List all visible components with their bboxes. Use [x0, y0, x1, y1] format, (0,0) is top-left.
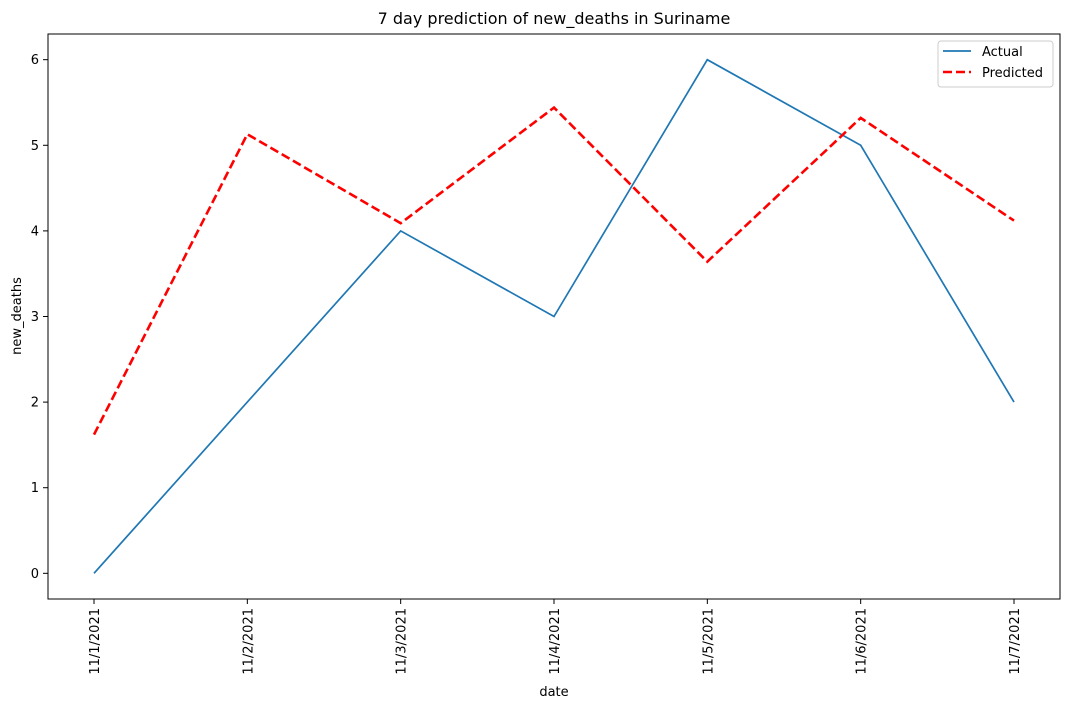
series-line-actual	[93, 58, 1015, 574]
x-tick-label: 11/5/2021	[701, 608, 716, 675]
legend: Actual Predicted	[937, 40, 1054, 88]
y-tick-label: 2	[31, 396, 39, 411]
chart-title: 7 day prediction of new_deaths in Surina…	[378, 9, 731, 29]
legend-label-predicted: Predicted	[982, 66, 1043, 81]
x-axis-label: date	[539, 685, 568, 700]
x-tick-label: 11/3/2021	[395, 608, 410, 675]
x-tick-label: 11/2/2021	[241, 608, 256, 675]
y-tick-label: 0	[31, 567, 39, 582]
x-tick-label: 11/1/2021	[88, 608, 103, 675]
series-lines	[92, 58, 1015, 574]
y-axis: 0 1 2 3 4 5 6	[31, 53, 48, 582]
y-tick-label: 4	[31, 224, 39, 239]
x-tick-label: 11/6/2021	[855, 608, 870, 675]
x-tick-label: 11/4/2021	[548, 608, 563, 675]
y-tick-label: 1	[31, 481, 39, 496]
y-tick-label: 6	[31, 53, 39, 68]
legend-label-actual: Actual	[982, 45, 1023, 60]
series-line-predicted	[92, 105, 1015, 436]
legend-box	[937, 40, 1054, 88]
x-axis: 11/1/2021 11/2/2021 11/3/2021 11/4/2021 11/5…	[88, 599, 1023, 675]
y-tick-label: 3	[31, 310, 39, 325]
y-tick-label: 5	[31, 139, 39, 154]
y-axis-label: new_deaths	[10, 277, 25, 355]
x-tick-label: 11/7/2021	[1008, 608, 1023, 675]
